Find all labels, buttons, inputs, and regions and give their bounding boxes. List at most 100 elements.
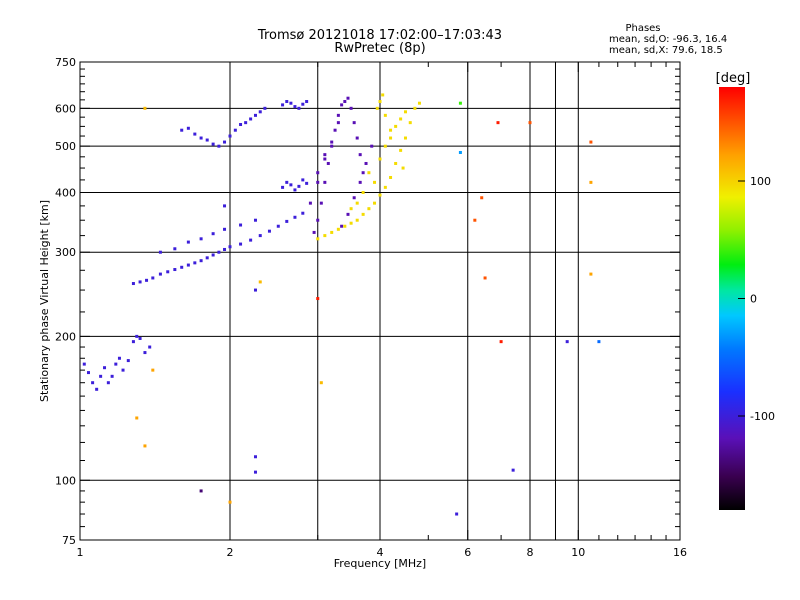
- data-point: [413, 106, 417, 110]
- data-point: [458, 150, 462, 154]
- data-point: [253, 455, 257, 459]
- colorbar-tick-label: -100: [750, 410, 775, 423]
- data-point: [138, 280, 142, 284]
- data-point: [355, 218, 359, 222]
- data-point: [316, 237, 320, 241]
- data-point: [289, 183, 293, 187]
- x-tick-label: 6: [464, 546, 471, 559]
- colorbar-tick-label: 100: [750, 175, 771, 188]
- data-point: [114, 362, 118, 366]
- data-point: [589, 140, 593, 144]
- data-point: [193, 261, 197, 265]
- data-point: [276, 224, 280, 228]
- data-point: [361, 212, 365, 216]
- data-point: [217, 144, 221, 148]
- data-point: [239, 123, 243, 127]
- data-point: [253, 470, 257, 474]
- x-tick-label: 2: [227, 546, 234, 559]
- data-point: [383, 113, 387, 117]
- data-point: [285, 180, 289, 184]
- data-point: [323, 153, 327, 157]
- data-point: [483, 276, 487, 280]
- data-point: [253, 113, 257, 117]
- stats-title: Phases: [625, 23, 660, 34]
- x-tick-label: 8: [527, 546, 534, 559]
- data-point: [148, 345, 152, 349]
- data-point: [343, 224, 347, 228]
- data-point: [589, 272, 593, 276]
- data-point: [158, 272, 162, 276]
- data-point: [389, 175, 393, 179]
- y-tick-label: 750: [55, 56, 76, 69]
- y-tick-label: 200: [55, 330, 76, 343]
- data-point: [305, 181, 309, 185]
- data-point: [473, 218, 477, 222]
- data-point: [131, 282, 135, 286]
- data-point: [205, 256, 209, 260]
- y-tick-label: 600: [55, 102, 76, 115]
- data-point: [106, 381, 110, 385]
- x-tick-label: 4: [377, 546, 384, 559]
- data-point: [455, 512, 459, 516]
- data-point: [367, 207, 371, 211]
- data-point: [565, 340, 569, 344]
- data-point: [297, 106, 301, 110]
- data-point: [378, 157, 382, 161]
- data-point: [401, 166, 405, 170]
- data-point: [511, 468, 515, 472]
- data-point: [95, 387, 99, 391]
- data-point: [199, 259, 203, 263]
- data-point: [193, 132, 197, 136]
- data-point: [301, 178, 305, 182]
- data-point: [239, 242, 243, 246]
- data-point: [293, 105, 297, 109]
- data-point: [110, 374, 114, 378]
- data-point: [99, 374, 103, 378]
- data-point: [408, 121, 412, 125]
- data-point: [121, 368, 125, 372]
- grid-lines: [80, 62, 680, 540]
- data-point: [145, 278, 149, 282]
- data-point: [323, 234, 327, 238]
- data-point: [117, 356, 121, 360]
- data-point: [258, 110, 262, 114]
- data-point: [373, 180, 377, 184]
- data-point: [340, 224, 344, 228]
- data-point: [82, 362, 86, 366]
- data-point: [381, 93, 385, 97]
- data-point: [199, 489, 203, 493]
- data-point: [308, 201, 312, 205]
- data-point: [394, 161, 398, 165]
- data-point: [180, 265, 184, 269]
- data-point: [361, 190, 365, 194]
- data-point: [223, 204, 227, 208]
- data-point: [143, 106, 147, 110]
- data-point: [389, 128, 393, 132]
- x-axis-label: Frequency [MHz]: [334, 557, 426, 570]
- data-point: [223, 247, 227, 251]
- data-point: [336, 113, 340, 117]
- y-tick-label: 500: [55, 140, 76, 153]
- data-point: [233, 128, 237, 132]
- data-point: [143, 444, 147, 448]
- data-point: [267, 229, 271, 233]
- data-point: [336, 227, 340, 231]
- x-tick-label: 16: [673, 546, 687, 559]
- data-point: [301, 102, 305, 106]
- data-point: [228, 134, 232, 138]
- data-point: [333, 128, 337, 132]
- data-point: [293, 215, 297, 219]
- data-point: [186, 263, 190, 267]
- data-point: [355, 136, 359, 140]
- data-point: [138, 336, 142, 340]
- data-point: [289, 101, 293, 105]
- data-point: [316, 171, 320, 175]
- data-point: [103, 366, 107, 370]
- data-point: [528, 121, 532, 125]
- y-axis-ticks: 75 100 200 300 400 500 600 750: [55, 56, 680, 547]
- x-tick-label: 1: [77, 546, 84, 559]
- data-point: [253, 288, 257, 292]
- data-point: [223, 140, 227, 144]
- data-point: [205, 138, 209, 142]
